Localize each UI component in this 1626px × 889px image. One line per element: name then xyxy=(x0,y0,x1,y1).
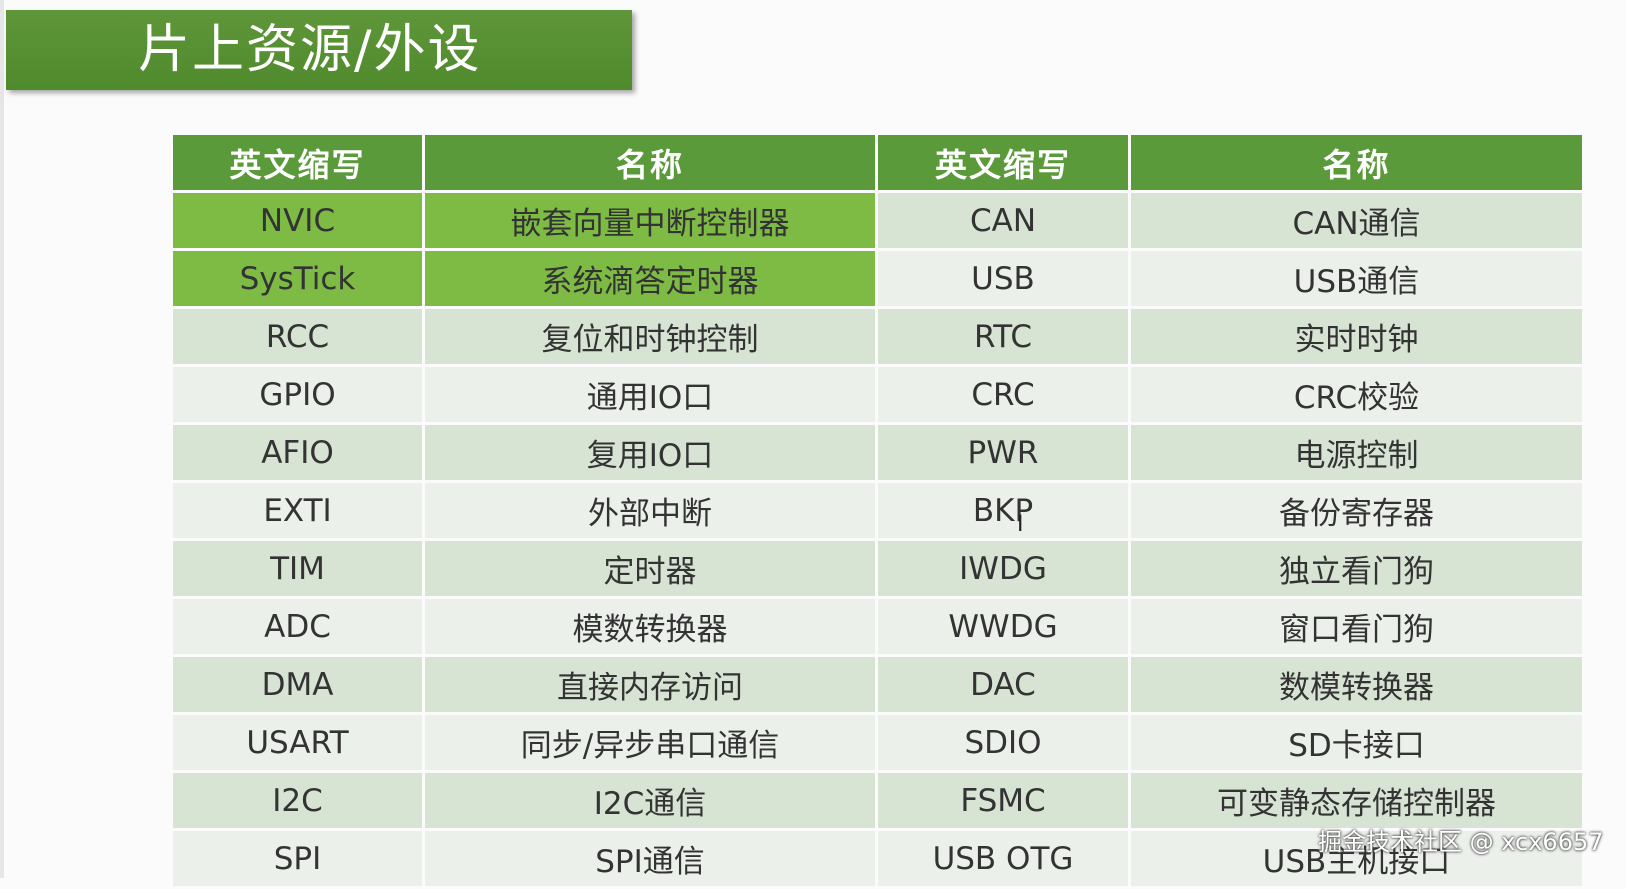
peripherals-table: 英文缩写 名称 英文缩写 名称 NVIC 嵌套向量中断控制器 CAN CAN通信… xyxy=(170,132,1585,889)
table-row: EXTI 外部中断 BKP 备份寄存器 xyxy=(173,483,1582,538)
name-cell: 系统滴答定时器 xyxy=(425,251,875,306)
abbr-cell: DMA xyxy=(173,657,422,712)
table-row: I2C I2C通信 FSMC 可变静态存储控制器 xyxy=(173,773,1582,828)
abbr-cell: GPIO xyxy=(173,367,422,422)
abbr-cell: RCC xyxy=(173,309,422,364)
header-name-1: 名称 xyxy=(425,135,875,190)
name-cell: USB通信 xyxy=(1131,251,1582,306)
name-cell: 外部中断 xyxy=(425,483,875,538)
abbr-cell: CAN xyxy=(878,193,1128,248)
abbr-cell: I2C xyxy=(173,773,422,828)
abbr-cell: RTC xyxy=(878,309,1128,364)
abbr-cell: EXTI xyxy=(173,483,422,538)
abbr-cell: IWDG xyxy=(878,541,1128,596)
table-row: SysTick 系统滴答定时器 USB USB通信 xyxy=(173,251,1582,306)
name-cell: 定时器 xyxy=(425,541,875,596)
header-name-2: 名称 xyxy=(1131,135,1582,190)
abbr-cell: WWDG xyxy=(878,599,1128,654)
table-row: AFIO 复用IO口 PWR 电源控制 xyxy=(173,425,1582,480)
header-abbr-1: 英文缩写 xyxy=(173,135,422,190)
abbr-cell: FSMC xyxy=(878,773,1128,828)
name-cell: 备份寄存器 xyxy=(1131,483,1582,538)
table-row: DMA 直接内存访问 DAC 数模转换器 xyxy=(173,657,1582,712)
table-row: NVIC 嵌套向量中断控制器 CAN CAN通信 xyxy=(173,193,1582,248)
watermark: 掘金技术社区 @ xcx6657 xyxy=(1318,828,1604,856)
table-row: ADC 模数转换器 WWDG 窗口看门狗 xyxy=(173,599,1582,654)
name-cell: SPI通信 xyxy=(425,831,875,886)
header-abbr-2: 英文缩写 xyxy=(878,135,1128,190)
name-cell: 直接内存访问 xyxy=(425,657,875,712)
abbr-cell: SysTick xyxy=(173,251,422,306)
abbr-cell: BKP xyxy=(878,483,1128,538)
abbr-cell: USB OTG xyxy=(878,831,1128,886)
abbr-cell: ADC xyxy=(173,599,422,654)
name-cell: I2C通信 xyxy=(425,773,875,828)
abbr-cell: DAC xyxy=(878,657,1128,712)
name-cell: 复用IO口 xyxy=(425,425,875,480)
name-cell: CRC校验 xyxy=(1131,367,1582,422)
abbr-cell: PWR xyxy=(878,425,1128,480)
abbr-cell: USART xyxy=(173,715,422,770)
slide-left-edge xyxy=(0,0,4,878)
name-cell: 通用IO口 xyxy=(425,367,875,422)
abbr-cell: SPI xyxy=(173,831,422,886)
name-cell: 同步/异步串口通信 xyxy=(425,715,875,770)
name-cell: 独立看门狗 xyxy=(1131,541,1582,596)
name-cell: 复位和时钟控制 xyxy=(425,309,875,364)
abbr-cell: AFIO xyxy=(173,425,422,480)
abbr-cell: USB xyxy=(878,251,1128,306)
name-cell: 电源控制 xyxy=(1131,425,1582,480)
table-row: TIM 定时器 IWDG 独立看门狗 xyxy=(173,541,1582,596)
name-cell: 窗口看门狗 xyxy=(1131,599,1582,654)
abbr-cell: SDIO xyxy=(878,715,1128,770)
name-cell: SD卡接口 xyxy=(1131,715,1582,770)
name-cell: 实时时钟 xyxy=(1131,309,1582,364)
table-header-row: 英文缩写 名称 英文缩写 名称 xyxy=(173,135,1582,190)
table-row: SPI SPI通信 USB OTG USB主机接口 xyxy=(173,831,1582,886)
text-cursor-icon: I xyxy=(1017,512,1024,537)
table-row: RCC 复位和时钟控制 RTC 实时时钟 xyxy=(173,309,1582,364)
abbr-cell: TIM xyxy=(173,541,422,596)
name-cell: 模数转换器 xyxy=(425,599,875,654)
name-cell: CAN通信 xyxy=(1131,193,1582,248)
name-cell: USB主机接口 xyxy=(1131,831,1582,886)
name-cell: 可变静态存储控制器 xyxy=(1131,773,1582,828)
abbr-cell: CRC xyxy=(878,367,1128,422)
table-row: USART 同步/异步串口通信 SDIO SD卡接口 xyxy=(173,715,1582,770)
slide-title: 片上资源/外设 xyxy=(6,10,632,90)
name-cell: 数模转换器 xyxy=(1131,657,1582,712)
table-row: GPIO 通用IO口 CRC CRC校验 xyxy=(173,367,1582,422)
abbr-cell: NVIC xyxy=(173,193,422,248)
name-cell: 嵌套向量中断控制器 xyxy=(425,193,875,248)
